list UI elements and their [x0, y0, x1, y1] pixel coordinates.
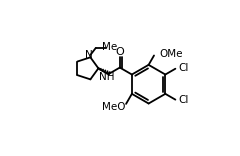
- Text: Cl: Cl: [179, 63, 189, 73]
- Text: NH: NH: [98, 72, 114, 82]
- Text: OMe: OMe: [159, 49, 183, 59]
- Text: N: N: [85, 49, 93, 60]
- Text: O: O: [115, 47, 124, 57]
- Text: Me: Me: [102, 42, 117, 52]
- Text: Cl: Cl: [179, 95, 189, 105]
- Text: MeO: MeO: [102, 102, 125, 112]
